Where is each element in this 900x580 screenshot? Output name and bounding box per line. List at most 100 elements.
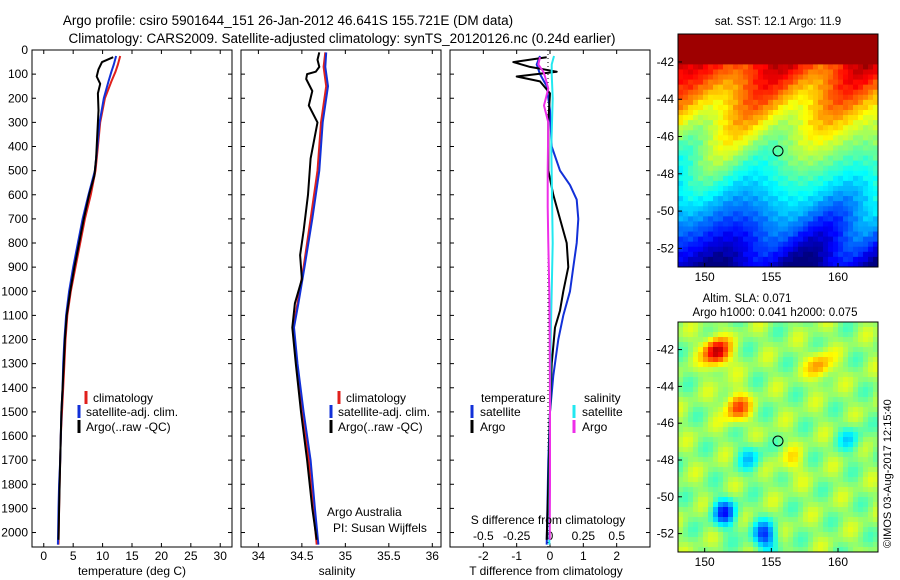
sst-cell <box>723 236 729 243</box>
sst-cell <box>683 150 689 156</box>
sst-cell <box>748 99 754 106</box>
sla-cell <box>848 397 854 403</box>
difference-legend: temperature salinity satellite Argo sate… <box>470 391 623 434</box>
sla-cell <box>758 377 764 383</box>
sst-cell <box>803 241 809 248</box>
sst-cell <box>758 89 764 96</box>
sla-cell <box>788 377 794 383</box>
sst-cell <box>753 150 759 156</box>
sst-cell <box>733 216 739 222</box>
sst-cell <box>743 125 749 131</box>
sst-cell <box>728 160 734 167</box>
sst-cell <box>688 130 694 136</box>
sst-cell <box>863 49 869 55</box>
sla-cell <box>838 532 844 538</box>
sla-cell <box>863 462 869 468</box>
sla-cell <box>868 347 874 353</box>
sst-cell <box>798 74 804 80</box>
sla-cell <box>763 487 769 493</box>
sst-cell <box>848 160 854 167</box>
sst-cell <box>733 109 739 116</box>
sla-cell <box>843 377 849 383</box>
sla-cell <box>828 357 834 363</box>
sla-cell <box>758 432 764 438</box>
sla-cell <box>683 442 689 448</box>
sla-cell <box>753 472 759 478</box>
sla-cell <box>768 412 774 418</box>
sla-cell <box>748 462 754 468</box>
sla-cell <box>808 477 814 483</box>
sla-cell <box>718 422 724 428</box>
sst-cell <box>828 115 834 121</box>
sst-cell <box>778 160 784 167</box>
sst-cell <box>863 64 869 70</box>
sst-cell <box>708 170 714 177</box>
sst-cell <box>798 256 804 263</box>
sst-cell <box>803 120 809 126</box>
sst-cell <box>798 191 804 197</box>
sst-cell <box>703 39 709 45</box>
sla-cell <box>718 502 724 508</box>
sst-cell <box>758 39 764 45</box>
depth-tick-label: 1300 <box>1 357 28 371</box>
sla-cell <box>733 412 739 418</box>
sla-cell <box>778 507 784 513</box>
sst-cell <box>863 170 869 177</box>
sla-cell <box>858 452 864 458</box>
sla-cell <box>698 487 704 493</box>
sst-cell <box>713 191 719 197</box>
sla-cell <box>778 387 784 393</box>
sla-cell <box>703 357 709 363</box>
map-x-tick-label: 150 <box>695 555 715 569</box>
sla-cell <box>808 442 814 448</box>
sst-cell <box>708 44 714 50</box>
sst-cell <box>773 99 779 106</box>
sst-cell <box>738 54 744 60</box>
sst-cell <box>768 49 774 55</box>
sla-cell <box>808 347 814 353</box>
sla-cell <box>723 522 729 528</box>
sst-cell <box>803 94 809 101</box>
sla-cell <box>728 412 734 418</box>
sst-cell <box>763 261 769 268</box>
sla-cell <box>693 402 699 408</box>
sla-cell <box>833 537 839 543</box>
sla-cell <box>683 337 689 343</box>
sst-cell <box>843 34 849 40</box>
sla-cell <box>748 332 754 338</box>
sst-cell <box>738 206 744 212</box>
sla-cell <box>838 322 844 328</box>
sla-map-frame <box>677 321 879 553</box>
sla-cell <box>678 407 684 413</box>
sla-cell <box>778 327 784 333</box>
sst-cell <box>748 236 754 243</box>
sst-cell <box>698 196 704 202</box>
sst-cell <box>808 251 814 258</box>
sla-cell <box>753 322 759 328</box>
sst-cell <box>843 191 849 197</box>
sst-cell <box>773 261 779 268</box>
sla-cell <box>758 472 764 478</box>
sst-cell <box>713 104 719 111</box>
sla-cell <box>803 352 809 358</box>
sst-cell <box>823 130 829 136</box>
sst-cell <box>838 39 844 45</box>
sla-cell <box>808 472 814 478</box>
sla-cell <box>723 492 729 498</box>
sla-cell <box>833 367 839 373</box>
sst-cell <box>683 59 689 65</box>
sla-cell <box>768 452 774 458</box>
sla-cell <box>818 367 824 373</box>
legend-label-s-argo: Argo <box>582 420 608 434</box>
sla-cell <box>848 392 854 398</box>
sst-cell <box>768 84 774 91</box>
sla-cell <box>743 472 749 478</box>
sla-cell <box>833 322 839 328</box>
sst-cell <box>868 191 874 197</box>
sst-cell <box>838 256 844 263</box>
sla-cell <box>833 502 839 508</box>
sla-cell <box>693 452 699 458</box>
sst-cell <box>813 216 819 222</box>
sst-cell <box>833 54 839 60</box>
sst-cell <box>763 94 769 101</box>
